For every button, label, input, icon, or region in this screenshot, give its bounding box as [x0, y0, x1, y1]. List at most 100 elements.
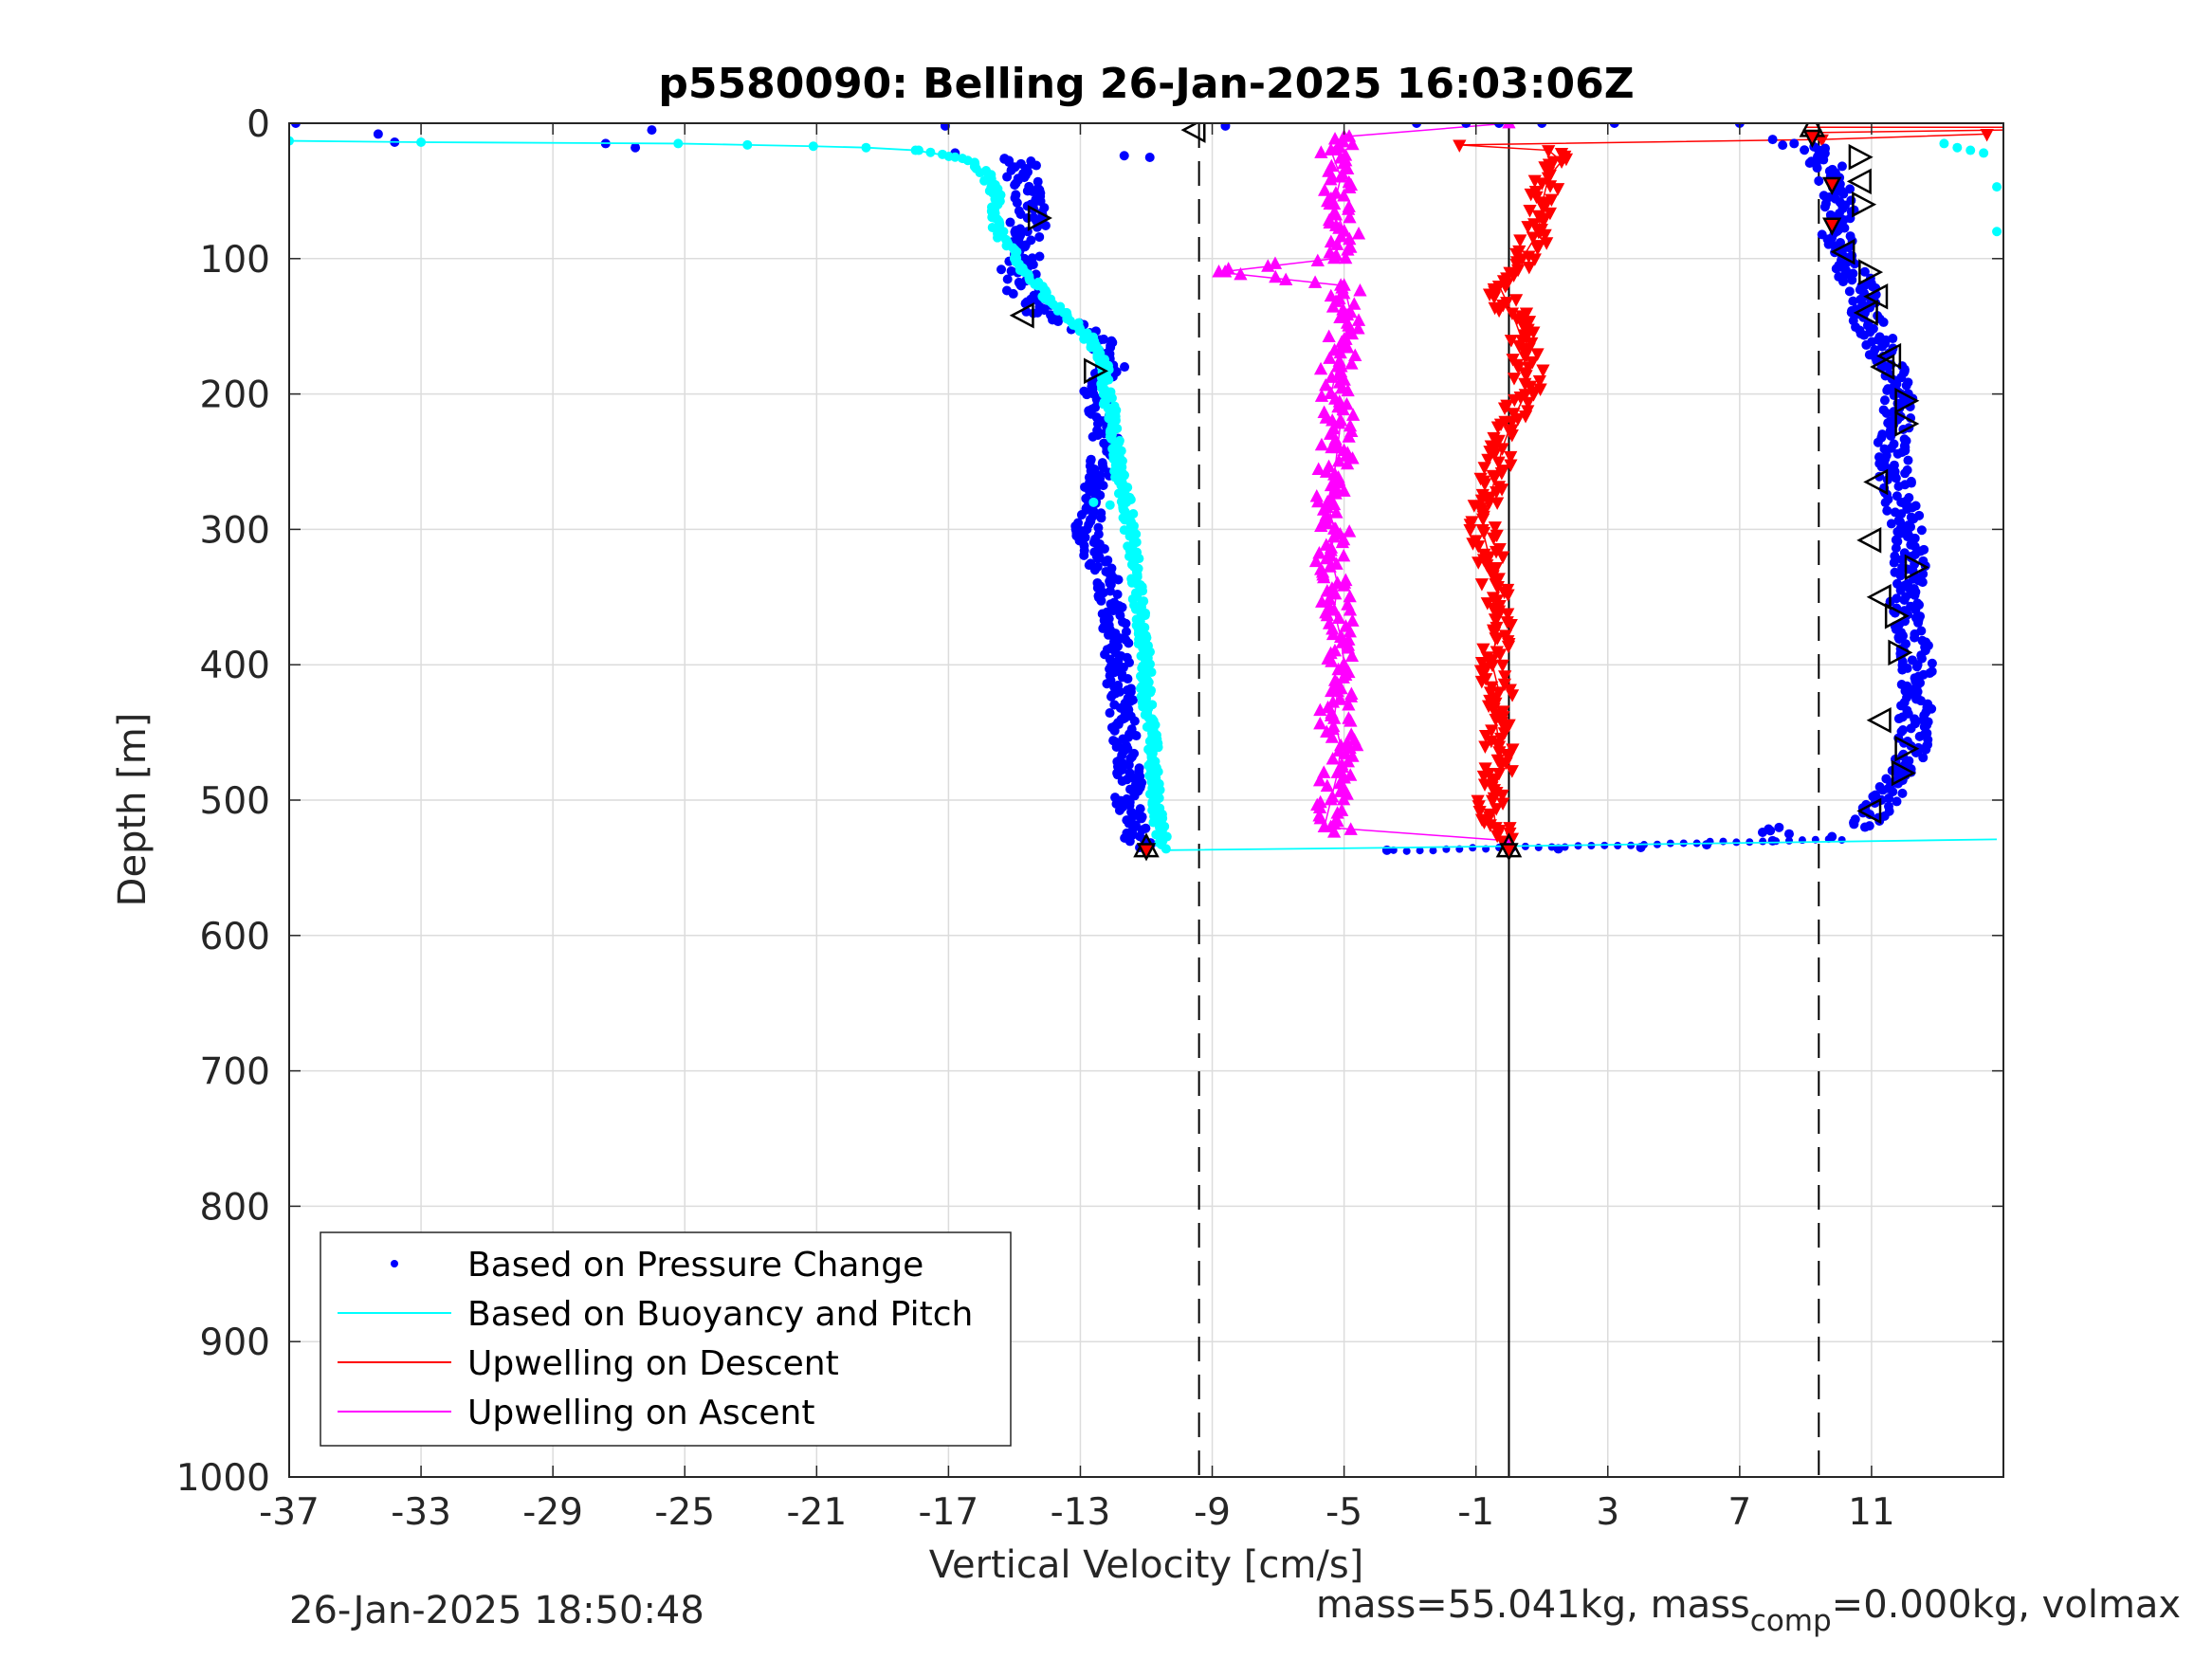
- upwelling-ascent-marker: [1312, 773, 1327, 787]
- upwelling-descent-marker: [1510, 412, 1526, 427]
- pressure-ascent-marker: [1778, 140, 1788, 151]
- pressure-ascent-marker: [1812, 163, 1822, 173]
- pressure-ascent-marker: [1906, 521, 1916, 532]
- upwelling-ascent-marker: [1314, 145, 1328, 158]
- upwelling-ascent-marker: [1324, 172, 1338, 186]
- pressure-ascent-marker: [1859, 330, 1870, 340]
- x-tick-label: -13: [1051, 1491, 1111, 1534]
- pressure-descent-marker: [1079, 550, 1089, 560]
- pressure-bottom-marker: [1614, 842, 1622, 850]
- pressure-ascent-marker: [1910, 590, 1920, 600]
- pressure-descent-marker: [1099, 438, 1109, 448]
- pressure-surface-marker: [1026, 155, 1036, 166]
- pressure-ascent-marker: [1894, 634, 1905, 645]
- upwelling-ascent-marker: [1334, 228, 1348, 243]
- upwelling-ascent-marker: [1325, 684, 1339, 698]
- plot-area: [289, 123, 2003, 862]
- pressure-bottom-marker: [1772, 837, 1781, 846]
- pressure-ascent-marker: [1831, 264, 1841, 274]
- profile-marker: [1894, 410, 1920, 437]
- buoyancy-descent-point: [289, 136, 294, 146]
- upwelling-descent-marker: [1495, 659, 1509, 673]
- upwelling-ascent-marker: [1323, 196, 1337, 210]
- profile-marker: [1876, 342, 1902, 370]
- pressure-descent-marker: [1002, 172, 1013, 182]
- upwelling-ascent-marker: [1326, 497, 1342, 511]
- upwelling-ascent-marker: [1345, 451, 1360, 465]
- pressure-descent-marker: [1129, 716, 1140, 726]
- pressure-ascent-marker: [1814, 175, 1824, 186]
- pressure-ascent-marker: [1911, 662, 1922, 672]
- upwelling-descent-marker: [1477, 462, 1491, 475]
- upwelling-descent-marker: [1472, 540, 1486, 554]
- upwelling-descent-marker: [1490, 830, 1505, 844]
- x-tick-label: 11: [1848, 1491, 1895, 1534]
- upwelling-descent-marker: [1538, 228, 1552, 243]
- upwelling-ascent-marker: [1313, 811, 1327, 825]
- upwelling-ascent-marker: [1333, 692, 1347, 705]
- pressure-ascent-marker: [1916, 525, 1927, 536]
- profile-marker: [1846, 168, 1872, 195]
- buoyancy-extra-marker: [1952, 142, 1963, 153]
- upwelling-ascent-marker: [1344, 714, 1358, 727]
- upwelling-ascent-marker: [1341, 383, 1355, 397]
- pressure-bottom-marker: [1759, 837, 1767, 846]
- buoyancy-descent-marker: [1146, 667, 1157, 678]
- upwelling-ascent-marker: [1351, 227, 1366, 240]
- pressure-descent-marker: [1098, 481, 1108, 491]
- grid: [288, 122, 2003, 1478]
- upwelling-descent-marker: [1526, 389, 1541, 402]
- pressure-ascent-marker: [1838, 189, 1849, 199]
- upwelling-descent-marker: [1476, 643, 1490, 657]
- upwelling-ascent-marker: [1337, 792, 1351, 806]
- tick-labels: -37 -33 -29 -25 -21 -17 -13 -9 -5 -1 3 7 11010020030…: [176, 103, 1895, 1534]
- profile-marker: [1852, 191, 1877, 218]
- pressure-ascent-marker: [1891, 543, 1901, 554]
- upwelling-ascent-marker: [1327, 132, 1343, 145]
- pressure-descent-marker: [1084, 520, 1094, 530]
- upwelling-ascent-marker: [1335, 167, 1350, 180]
- upwelling-descent-marker: [1481, 453, 1495, 467]
- upwelling-ascent-marker: [1325, 730, 1340, 743]
- pressure-ascent-marker: [1921, 744, 1931, 755]
- x-tick-label: 7: [1728, 1491, 1751, 1534]
- upwelling-descent-marker: [1487, 291, 1502, 304]
- y-tick-label: 100: [200, 239, 270, 282]
- buoyancy-descent-marker: [1126, 577, 1137, 588]
- pressure-descent-marker: [1121, 627, 1131, 637]
- buoyancy-descent-marker: [1052, 305, 1063, 316]
- pressure-descent-marker: [1096, 595, 1106, 606]
- upwelling-ascent-marker: [1313, 361, 1328, 375]
- upwelling-ascent-marker: [1343, 589, 1357, 603]
- pressure-ascent-marker: [1917, 577, 1928, 588]
- upwelling-descent-marker: [1498, 280, 1512, 294]
- buoyancy-descent-point: [861, 142, 871, 153]
- chart-title: p5580090: Belling 26-Jan-2025 16:03:06Z: [658, 60, 1634, 108]
- upwelling-descent-marker: [1488, 521, 1502, 535]
- axes-border: [288, 122, 2004, 1478]
- x-tick-label: -37: [259, 1491, 320, 1534]
- pressure-bottom-marker: [1429, 847, 1437, 855]
- buoyancy-descent-marker: [993, 232, 1003, 243]
- pressure-ascent-marker: [1877, 785, 1888, 795]
- upwelling-ascent-marker: [1337, 483, 1351, 497]
- upwelling-descent-marker: [1501, 640, 1516, 654]
- pressure-ascent-marker: [1819, 202, 1830, 212]
- profile-marker: [1848, 143, 1874, 171]
- upwelling-descent-marker: [1526, 356, 1540, 370]
- pressure-descent-marker: [1088, 383, 1098, 393]
- upwelling-descent-marker: [1507, 373, 1522, 386]
- pressure-ascent-marker: [1838, 277, 1849, 287]
- pressure-surface-marker: [940, 123, 950, 131]
- upwelling-ascent-marker: [1343, 524, 1357, 538]
- pressure-surface-marker: [1537, 123, 1547, 128]
- buoyancy-extra-marker: [1088, 497, 1099, 507]
- upwelling-ascent-marker: [1323, 351, 1337, 364]
- pressure-descent-marker: [1034, 231, 1045, 242]
- buoyancy-extra-marker: [1979, 148, 1989, 158]
- upwelling-descent-marker: [1536, 364, 1550, 377]
- upwelling-ascent-marker: [1218, 264, 1233, 278]
- pressure-bottom-marker: [1547, 843, 1556, 851]
- pressure-ascent-marker: [1886, 430, 1896, 441]
